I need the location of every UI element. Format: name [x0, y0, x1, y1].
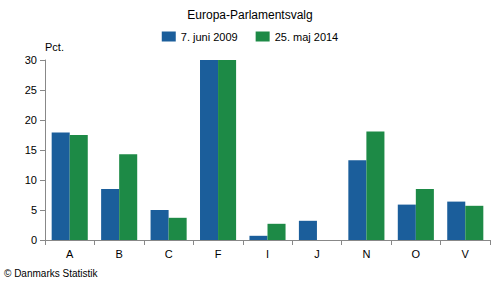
- svg-text:V: V: [462, 248, 470, 260]
- svg-text:J: J: [314, 248, 320, 260]
- svg-text:O: O: [412, 248, 421, 260]
- svg-text:7. juni 2009: 7. juni 2009: [181, 31, 238, 43]
- svg-text:B: B: [115, 248, 122, 260]
- svg-text:N: N: [362, 248, 370, 260]
- svg-text:30: 30: [25, 54, 37, 66]
- svg-text:25. maj 2014: 25. maj 2014: [275, 31, 339, 43]
- svg-text:5: 5: [31, 204, 37, 216]
- svg-text:© Danmarks Statistik: © Danmarks Statistik: [4, 268, 99, 279]
- svg-text:F: F: [215, 248, 222, 260]
- svg-text:I: I: [266, 248, 269, 260]
- svg-text:A: A: [66, 248, 74, 260]
- svg-text:25: 25: [25, 84, 37, 96]
- svg-text:15: 15: [25, 144, 37, 156]
- svg-text:10: 10: [25, 174, 37, 186]
- svg-text:Europa-Parlamentsvalg: Europa-Parlamentsvalg: [187, 8, 312, 22]
- svg-text:Pct.: Pct.: [45, 41, 64, 53]
- svg-text:0: 0: [31, 234, 37, 246]
- svg-text:C: C: [165, 248, 173, 260]
- svg-text:20: 20: [25, 114, 37, 126]
